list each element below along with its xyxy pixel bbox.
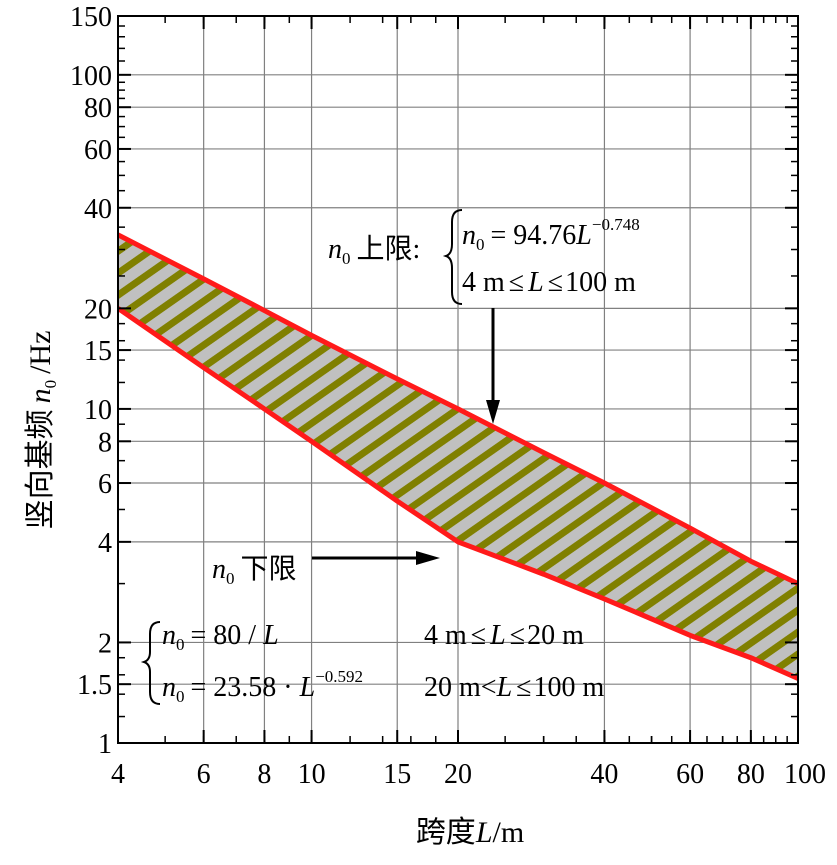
upper-annotation: n0 上限: n0 = 94.76L−0.748 4 m ≤ L ≤100 m [328, 209, 640, 424]
x-tick-label: 8 [257, 759, 271, 790]
upper-bound-line [118, 232, 798, 586]
upper-range: 4 m ≤ L ≤100 m [462, 267, 636, 298]
lower-range-2: 20 m<L ≤100 m [424, 672, 605, 703]
y-tick-label: 6 [98, 469, 112, 500]
lower-range-1: 4 m ≤ L ≤20 m [424, 620, 584, 651]
lower-brace [140, 621, 161, 705]
y-tick-label: 8 [98, 427, 112, 458]
lower-formula-2: n0 = 23.58 · L−0.592 [162, 667, 363, 706]
x-axis-title: 跨度L/m [416, 816, 524, 849]
x-tick-label: 4 [111, 759, 125, 790]
x-tick-label: 80 [737, 759, 765, 790]
lower-formula-1: n0 = 80 / L [162, 620, 279, 654]
hatched-band [118, 234, 798, 679]
x-tick-label: 15 [383, 759, 411, 790]
x-tick-label: 6 [197, 759, 211, 790]
x-tick-label: 60 [676, 759, 704, 790]
y-tick-label: 150 [70, 2, 112, 33]
y-tick-label: 1.5 [77, 670, 112, 701]
y-tick-label: 100 [70, 61, 112, 92]
x-tick-label: 10 [298, 759, 326, 790]
lower-annotation: n0 下限 [212, 551, 440, 588]
ticks [117, 15, 799, 744]
y-tick-label: 10 [84, 395, 112, 426]
bound-lines [118, 232, 798, 681]
tick-labels: 4 6 8 10 15 20 40 60 80 10011.5246810152040608010… [70, 2, 826, 790]
x-tick-label: 100 [784, 759, 826, 790]
upper-arrowhead [486, 400, 500, 424]
y-tick-label: 4 [98, 528, 112, 559]
lower-formula-block: n0 = 80 / L 4 m ≤ L ≤20 m n0 = 23.58 · L−0.59… [140, 620, 605, 706]
x-tick-label: 40 [590, 759, 618, 790]
y-tick-label: 80 [84, 93, 112, 124]
band-area [118, 234, 798, 679]
y-tick-label: 20 [84, 294, 112, 325]
lower-bound-line [118, 306, 798, 681]
y-tick-label: 40 [84, 194, 112, 225]
lower-label: n0 下限 [212, 554, 297, 588]
y-tick-label: 1 [98, 729, 112, 760]
y-tick-label: 15 [84, 336, 112, 367]
y-tick-label: 60 [84, 135, 112, 166]
upper-brace [442, 209, 463, 305]
upper-equation: n0 = 94.76L−0.748 [462, 215, 640, 254]
x-tick-label: 20 [444, 759, 472, 790]
y-axis-title: 竖向基频n0/Hz [24, 331, 60, 530]
upper-label: n0 上限: [328, 234, 420, 268]
y-tick-label: 2 [98, 628, 112, 659]
lower-arrowhead [416, 551, 440, 565]
